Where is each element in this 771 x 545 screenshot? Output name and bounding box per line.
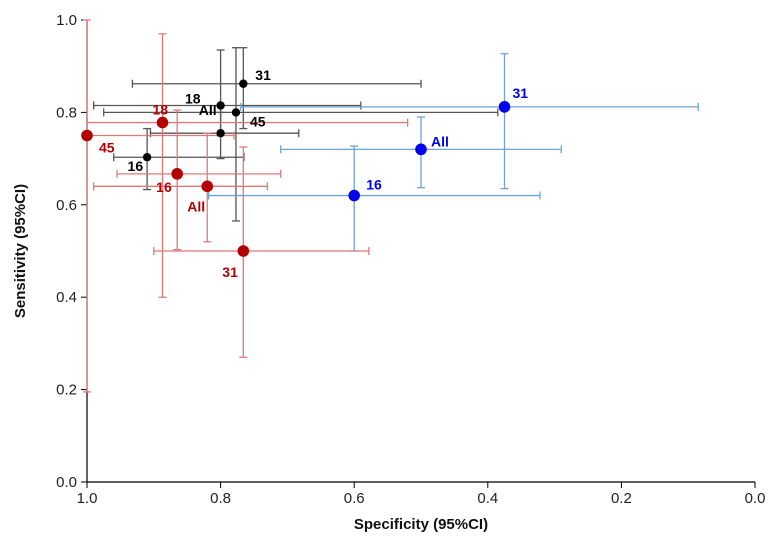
data-point: [142, 153, 152, 162]
point-labels: 31 18 45 All 16 31 All 16 45 18 16 All 31: [99, 67, 528, 280]
x-tick-label: 0.0: [745, 490, 766, 507]
point-label: All: [199, 102, 217, 118]
y-tick-label: 0.2: [56, 382, 77, 399]
error-bars: [83, 19, 699, 393]
data-point: [81, 129, 93, 142]
y-tick-label: 1.0: [56, 12, 77, 29]
point-label: All: [431, 133, 449, 149]
data-point: [156, 116, 169, 129]
x-axis-title: Specificity (95%CI): [354, 516, 488, 533]
y-tick-label: 0.6: [56, 197, 77, 214]
data-point: [231, 108, 241, 117]
data-point: [201, 180, 214, 193]
x-tick-label: 1.0: [77, 490, 98, 507]
data-points: [81, 79, 511, 257]
data-point: [348, 189, 361, 202]
point-label: 16: [156, 179, 172, 195]
x-tick-label: 0.6: [344, 490, 365, 507]
point-label: 45: [250, 113, 266, 129]
point-label: 16: [366, 177, 382, 193]
x-ticks: 1.0 0.8 0.6 0.4 0.2 0.0: [77, 482, 766, 507]
point-label: 16: [128, 158, 144, 174]
y-tick-label: 0.0: [56, 474, 77, 491]
y-tick-label: 0.8: [56, 104, 77, 121]
y-axis-title: Sensitivity (95%CI): [12, 184, 29, 318]
data-point: [415, 143, 427, 156]
data-point: [216, 128, 225, 138]
point-label: 18: [185, 90, 201, 106]
data-point: [239, 79, 248, 88]
y-ticks: 0.0 0.2 0.4 0.6 0.8 1.0: [56, 12, 87, 491]
point-label: 45: [99, 140, 115, 156]
data-point: [216, 101, 225, 110]
point-label: 31: [222, 264, 238, 280]
data-point: [237, 245, 250, 257]
point-label: 31: [513, 85, 529, 101]
point-label: 31: [255, 67, 271, 83]
x-tick-label: 0.8: [210, 490, 231, 507]
point-label: 18: [152, 102, 168, 118]
data-point: [498, 101, 511, 113]
data-point: [171, 168, 183, 180]
x-tick-label: 0.2: [611, 490, 632, 507]
y-tick-label: 0.4: [56, 289, 77, 306]
x-tick-label: 0.4: [477, 490, 498, 507]
point-label: All: [187, 198, 205, 214]
